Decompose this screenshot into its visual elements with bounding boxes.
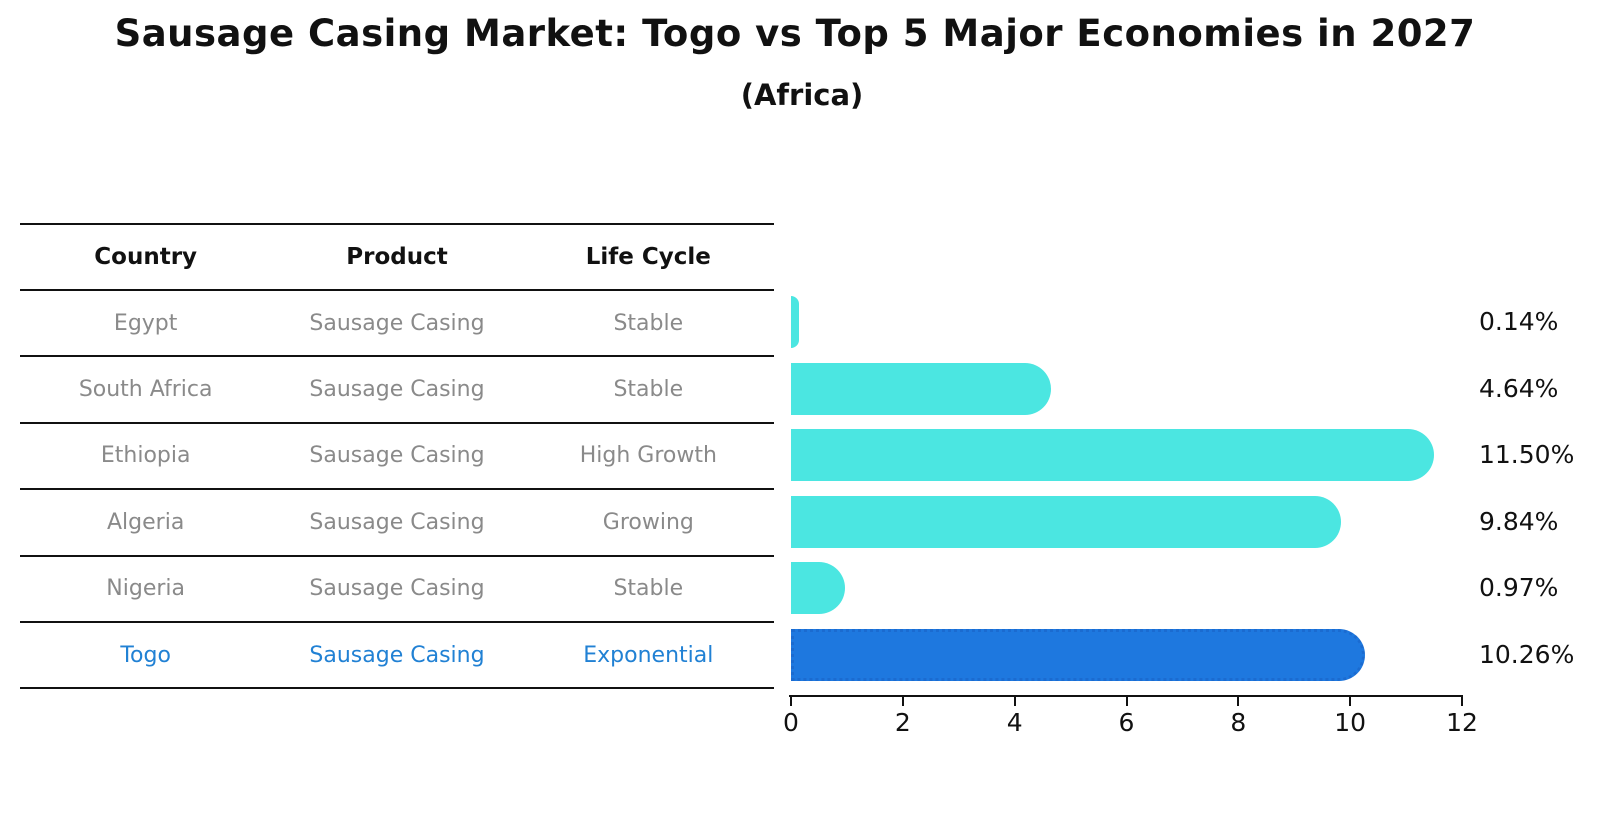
value-label-ethiopia: 11.50% <box>1479 440 1575 470</box>
column-header-product: Product <box>346 244 448 270</box>
bar-nigeria <box>791 562 846 615</box>
cell-product: Sausage Casing <box>309 576 485 602</box>
cell-country: Ethiopia <box>100 443 191 469</box>
table-row-egypt: Egypt Sausage Casing Stable <box>20 289 774 355</box>
value-label-south-africa: 4.64% <box>1479 373 1559 403</box>
bar-south-africa <box>791 362 1051 415</box>
x-tick-label-4: 4 <box>1006 708 1023 737</box>
country-table: Country Product Life Cycle Egypt Sausage Cas… <box>20 223 774 690</box>
cell-country: Togo <box>120 642 171 668</box>
table-row-south-africa: South Africa Sausage Casing Stable <box>20 355 774 421</box>
cell-product: Sausage Casing <box>309 642 485 668</box>
cell-life-cycle: Stable <box>613 576 684 602</box>
x-tick-label-10: 10 <box>1334 708 1367 737</box>
cell-country: South Africa <box>78 377 213 403</box>
x-tick-label-0: 0 <box>783 708 799 737</box>
x-tick-mark-2 <box>901 697 904 706</box>
x-tick-label-2: 2 <box>894 708 911 737</box>
chart-subtitle: (Africa) <box>740 78 864 112</box>
column-header-country: Country <box>94 244 198 270</box>
value-label-nigeria: 0.97% <box>1479 573 1559 603</box>
column-header-life-cycle: Life Cycle <box>585 244 711 270</box>
cell-product: Sausage Casing <box>309 509 485 535</box>
cell-life-cycle: Growing <box>602 509 694 535</box>
table-row-togo: Togo Sausage Casing Exponential <box>20 620 774 687</box>
value-label-togo: 10.26% <box>1479 639 1575 669</box>
table-row-ethiopia: Ethiopia Sausage Casing High Growth <box>20 421 774 488</box>
table-row-algeria: Algeria Sausage Casing Growing <box>20 488 774 554</box>
cell-life-cycle: Stable <box>613 310 684 336</box>
x-tick-label-12: 12 <box>1446 708 1478 737</box>
cell-product: Sausage Casing <box>309 377 485 403</box>
x-tick-mark-12 <box>1461 697 1463 706</box>
table-header-row: Country Product Life Cycle <box>20 223 774 289</box>
x-axis-line <box>789 695 1463 697</box>
bar-algeria <box>791 495 1342 548</box>
cell-country: Algeria <box>107 509 185 535</box>
x-tick-mark-10 <box>1349 697 1352 706</box>
value-label-egypt: 0.14% <box>1479 307 1559 337</box>
cell-life-cycle: High Growth <box>579 443 717 469</box>
x-tick-mark-4 <box>1013 697 1016 706</box>
x-tick-label-6: 6 <box>1118 708 1135 737</box>
x-tick-mark-8 <box>1237 697 1240 706</box>
cell-life-cycle: Exponential <box>583 642 714 668</box>
bar-togo <box>791 628 1365 681</box>
bar-egypt <box>791 296 799 349</box>
cell-country: Nigeria <box>106 576 186 602</box>
chart-title: Sausage Casing Market: Togo vs Top 5 Maj… <box>114 12 1476 55</box>
value-label-algeria: 9.84% <box>1479 506 1559 536</box>
cell-product: Sausage Casing <box>309 310 485 336</box>
table-row-nigeria: Nigeria Sausage Casing Stable <box>20 554 774 621</box>
cell-country: Egypt <box>113 310 178 336</box>
x-tick-mark-6 <box>1125 697 1128 706</box>
bar-ethiopia <box>791 429 1434 482</box>
x-tick-label-8: 8 <box>1230 708 1247 737</box>
cell-product: Sausage Casing <box>309 443 485 469</box>
x-tick-mark-0 <box>790 697 792 706</box>
cell-life-cycle: Stable <box>613 377 684 403</box>
